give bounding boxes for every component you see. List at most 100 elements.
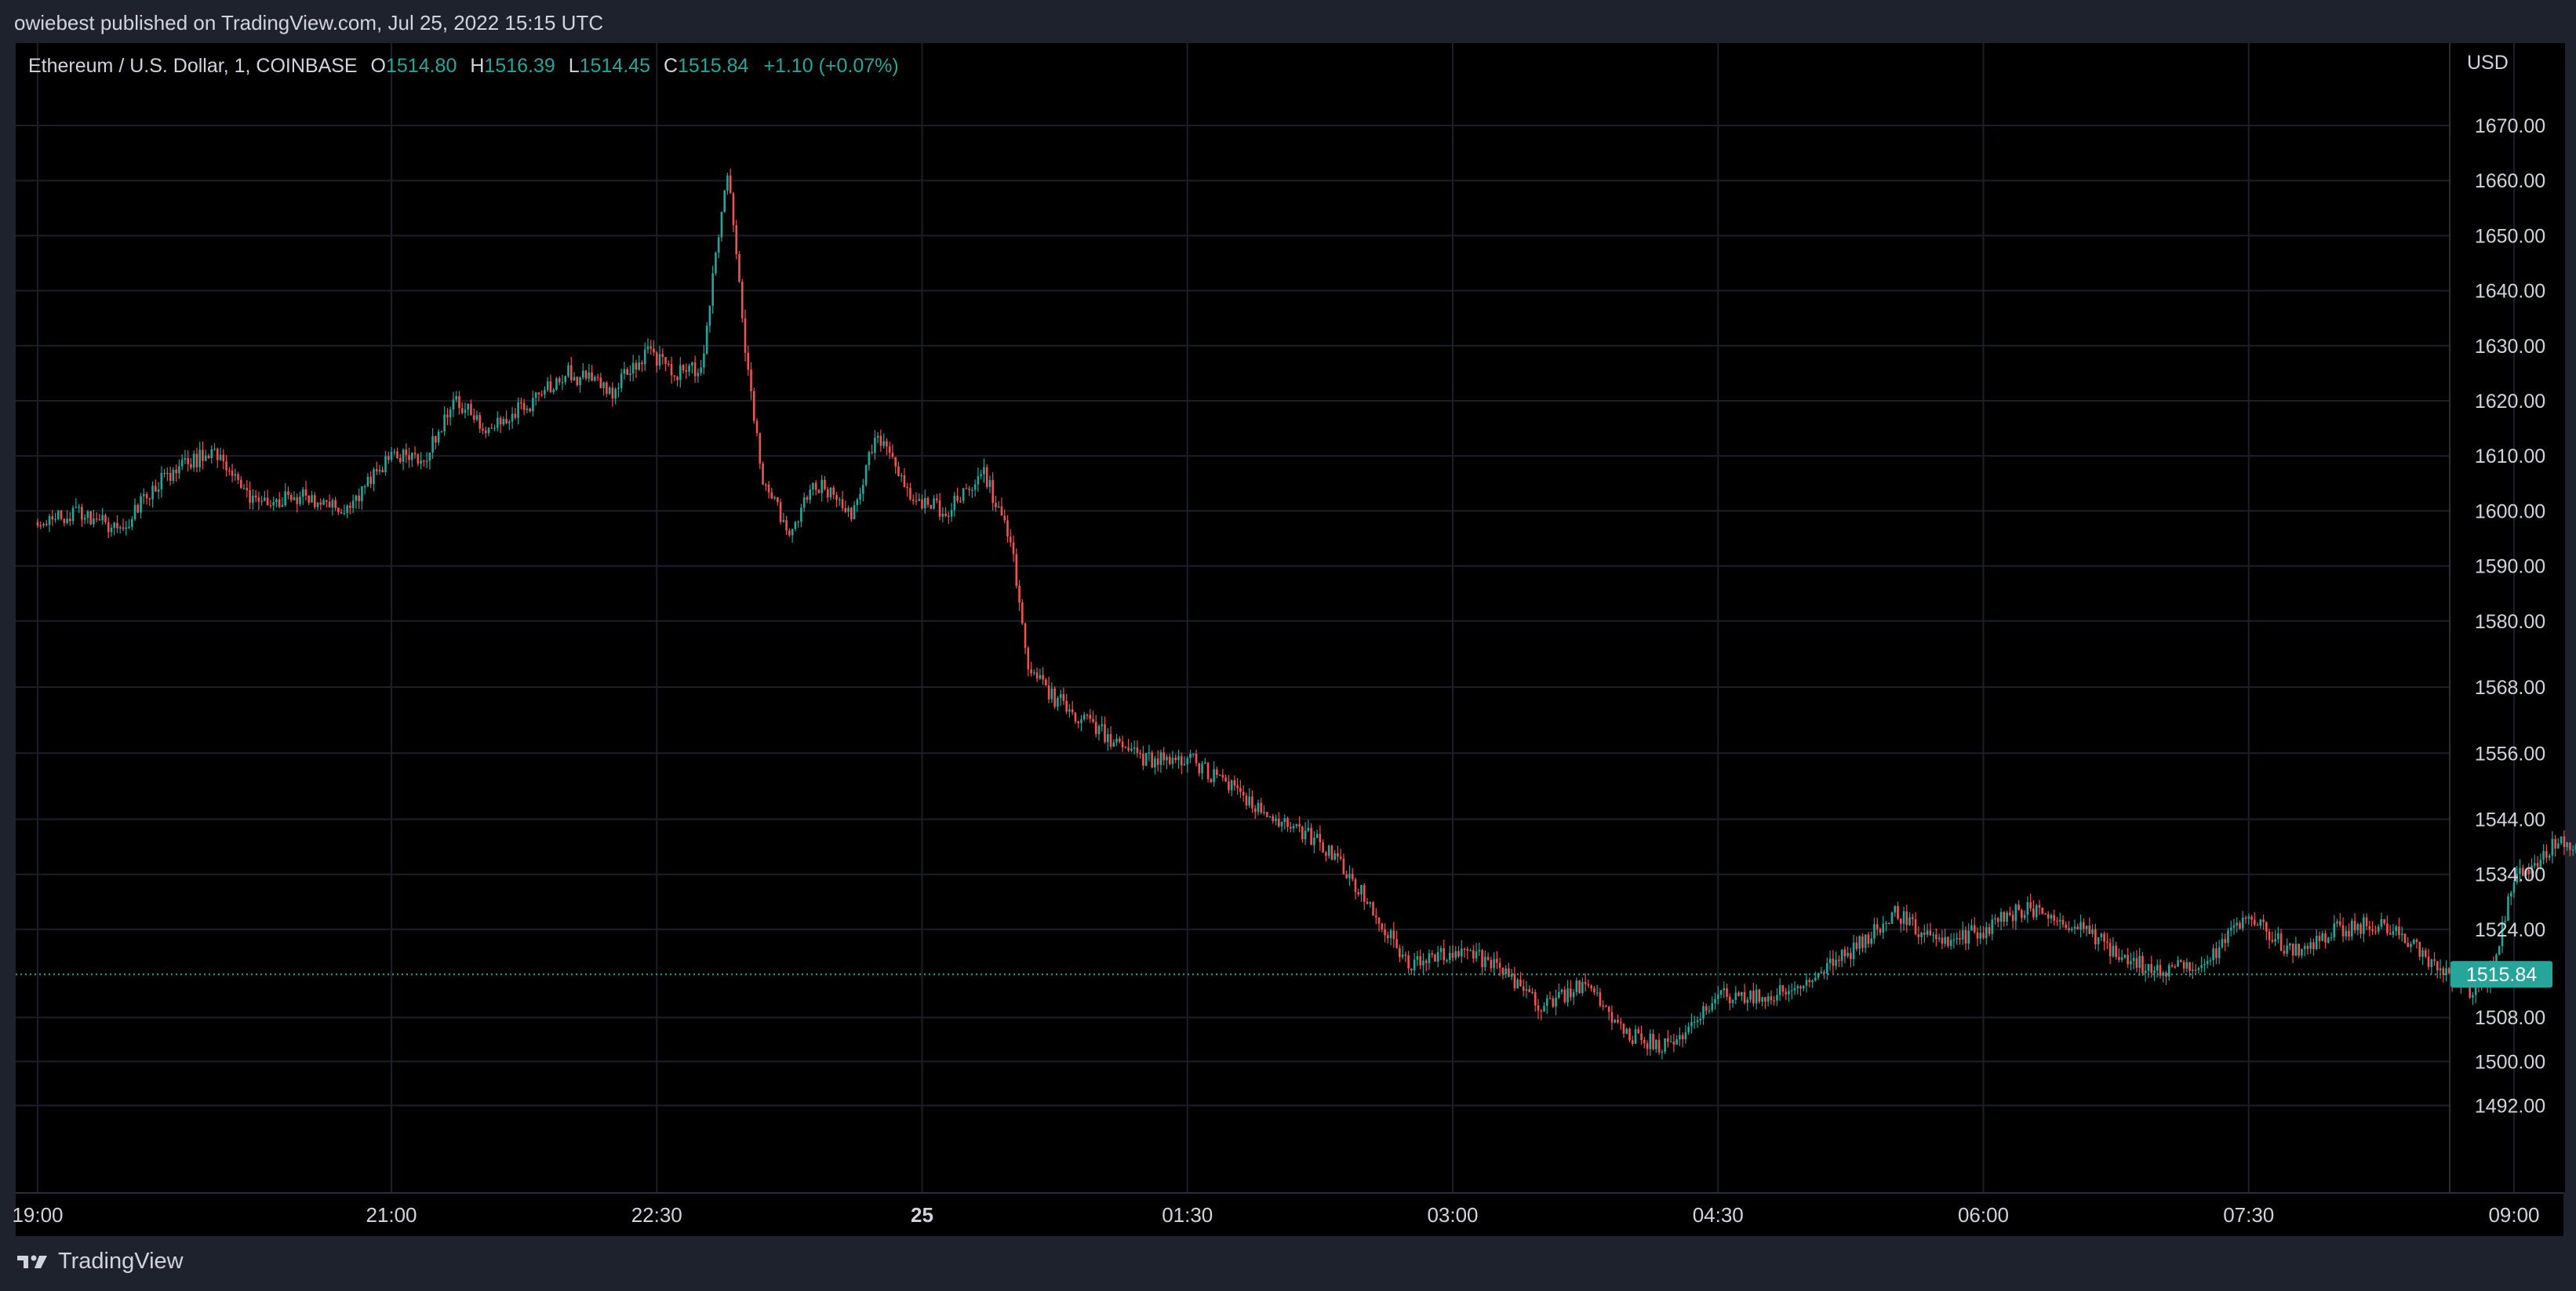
- candle-body: [1342, 858, 1345, 875]
- chart-pane[interactable]: [16, 43, 2449, 1192]
- candle-body: [1595, 992, 1599, 994]
- candle-body: [2318, 936, 2321, 941]
- candle-body: [1988, 927, 1991, 934]
- candle-body: [2212, 948, 2214, 961]
- candle-body: [1454, 951, 1457, 958]
- candle-body: [1065, 700, 1068, 712]
- candle-body: [1781, 985, 1785, 992]
- candle-body: [2135, 958, 2138, 968]
- candle-body: [988, 480, 991, 487]
- candle-body: [2132, 958, 2135, 962]
- candle-body: [2011, 915, 2014, 922]
- candle-body: [1661, 1051, 1664, 1053]
- candle-body: [2294, 944, 2298, 956]
- candle-body: [1996, 918, 1999, 922]
- candle-body: [631, 362, 635, 374]
- candle-body: [1914, 919, 1917, 935]
- candle-body: [1947, 936, 1949, 947]
- candle-body: [537, 392, 540, 395]
- price-axis[interactable]: [2449, 43, 2565, 1192]
- candle-body: [817, 489, 820, 493]
- candle-body: [643, 349, 646, 365]
- candle-body: [1283, 818, 1286, 823]
- candle-body: [1142, 754, 1144, 766]
- candle-body: [2333, 923, 2336, 938]
- candle-body: [1057, 697, 1059, 707]
- candle-body: [700, 367, 702, 373]
- candle-body: [351, 500, 355, 508]
- candle-body: [2512, 882, 2516, 893]
- candle-body: [95, 518, 98, 520]
- candle-body: [638, 362, 640, 370]
- candle-body: [629, 373, 631, 375]
- candle-body: [2262, 919, 2265, 922]
- candle-body: [1687, 1026, 1690, 1033]
- candle-body: [2026, 902, 2029, 915]
- candle-body: [962, 488, 965, 501]
- candle-body: [1224, 777, 1227, 782]
- candle-body: [1042, 675, 1044, 680]
- candle-body: [2189, 962, 2191, 971]
- candle-body: [63, 518, 66, 523]
- candle-body: [2365, 917, 2368, 926]
- price-tick-label: 1534.00: [2475, 864, 2545, 886]
- candle-body: [2056, 921, 2058, 922]
- candle-body: [1897, 906, 1899, 919]
- candle-body: [493, 427, 496, 429]
- candle-body: [1516, 979, 1519, 989]
- candle-body: [511, 413, 514, 422]
- candle-body: [1387, 935, 1389, 939]
- candle-body: [1991, 919, 1994, 934]
- candle-body: [340, 511, 343, 514]
- candle-body: [623, 369, 626, 374]
- candle-body: [2197, 968, 2200, 970]
- candle-body: [1908, 917, 1911, 926]
- candle-body: [750, 369, 752, 391]
- candle-body: [1905, 911, 1908, 926]
- candle-body: [1201, 763, 1203, 773]
- candle-body: [2203, 963, 2206, 966]
- candle-body: [508, 421, 511, 424]
- candle-body: [2386, 923, 2389, 933]
- candle-body: [1097, 726, 1101, 735]
- candle-body: [1999, 911, 2003, 922]
- candle-body: [2442, 968, 2445, 976]
- candle-body: [1295, 824, 1298, 827]
- candle-body: [514, 413, 517, 418]
- candle-body: [1239, 787, 1242, 792]
- candle-body: [1221, 774, 1224, 778]
- candle-body: [2053, 915, 2055, 922]
- candle-body: [1843, 949, 1846, 957]
- candle-body: [1446, 959, 1448, 962]
- candle-body: [1077, 722, 1079, 724]
- candle-body: [1796, 986, 1799, 988]
- candle-body: [1154, 758, 1156, 768]
- candle-body: [234, 474, 237, 476]
- candle-body: [576, 376, 579, 386]
- price-tick-label: 1670.00: [2475, 115, 2545, 137]
- footer-branding[interactable]: TradingView: [16, 1249, 184, 1275]
- candle-body: [744, 318, 747, 353]
- time-axis[interactable]: [16, 1192, 2563, 1236]
- price-tick-label: 1660.00: [2475, 170, 2545, 192]
- candle-body: [1310, 827, 1312, 846]
- candle-body: [2448, 968, 2450, 973]
- candle-body: [762, 464, 764, 485]
- candle-body: [1593, 988, 1595, 993]
- candle-body: [2123, 955, 2127, 958]
- candle-body: [440, 431, 443, 433]
- candle-body: [1280, 822, 1283, 827]
- candle-body: [1643, 1039, 1646, 1044]
- candle-body: [2356, 924, 2360, 930]
- candle-body: [886, 441, 888, 447]
- legend-high-value: 1516.39: [484, 55, 555, 77]
- candle-body: [2044, 914, 2047, 915]
- candle-body: [1377, 917, 1381, 924]
- candle-body: [1770, 996, 1773, 1001]
- currency-label[interactable]: USD: [2467, 52, 2509, 74]
- candle-body: [337, 507, 340, 512]
- candle-body: [1634, 1029, 1637, 1044]
- candle-body: [1472, 950, 1475, 958]
- candle-body: [2236, 922, 2239, 926]
- candle-body: [216, 449, 219, 460]
